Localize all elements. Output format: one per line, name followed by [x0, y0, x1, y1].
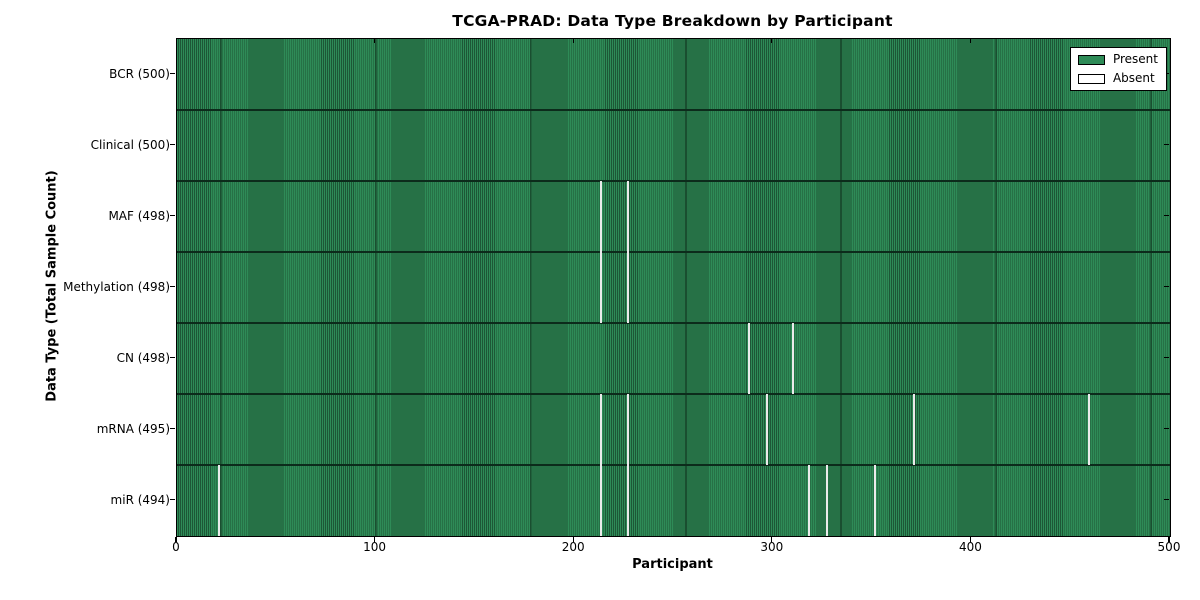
x-tick-mark-bottom-0 [175, 536, 177, 542]
absent-line-maf-p213 [599, 181, 602, 252]
y-tick-mark-right-maf [1164, 214, 1169, 217]
row-separator [177, 464, 1170, 466]
row-separator [177, 251, 1170, 253]
legend-absent-swatch [1077, 73, 1105, 84]
moire-band [220, 39, 222, 536]
legend-present-swatch [1077, 54, 1105, 65]
x-tick-label-300: 300 [760, 540, 784, 554]
legend: Present Absent [1069, 47, 1167, 91]
absent-line-mir-p21 [218, 465, 221, 536]
x-tick-mark-bottom-500 [1168, 536, 1170, 542]
legend-item-present: Present [1077, 52, 1158, 66]
x-tick-mark-bottom-100 [373, 536, 376, 542]
x-tick-label-400: 400 [958, 540, 982, 554]
y-tick-mark-right-clinical [1164, 143, 1169, 146]
legend-present-label: Present [1112, 52, 1158, 66]
absent-line-mrna-p213 [599, 394, 602, 465]
legend-absent-label: Absent [1112, 71, 1155, 85]
y-tick-mark-left-methylation [169, 285, 175, 288]
row-separator [177, 180, 1170, 182]
y-tick-mark-right-methylation [1164, 285, 1169, 288]
x-tick-label-200: 200 [561, 540, 585, 554]
absent-line-mir-p227 [627, 465, 630, 536]
row-label-mir: miR (494) [110, 492, 170, 507]
x-tick-label-500: 500 [1157, 540, 1181, 554]
x-tick-label-0: 0 [172, 540, 180, 554]
absent-line-mir-p318 [808, 465, 811, 536]
y-tick-mark-left-maf [169, 214, 175, 217]
x-tick-mark-top-400 [969, 38, 972, 43]
x-tick-mark-top-300 [771, 38, 773, 43]
row-label-cn: CN (498) [116, 350, 170, 365]
absent-line-mrna-p371 [913, 394, 916, 465]
x-tick-label-100: 100 [363, 540, 387, 554]
x-tick-mark-bottom-200 [572, 536, 574, 542]
absent-line-cn-p310 [792, 323, 795, 394]
absent-line-mir-p351 [873, 465, 876, 536]
y-tick-mark-right-cn [1164, 356, 1169, 359]
absent-line-methylation-p227 [627, 252, 630, 323]
absent-line-mrna-p297 [766, 394, 769, 465]
legend-item-absent: Absent [1077, 71, 1158, 85]
moire-band [375, 39, 377, 536]
absent-line-mir-p213 [599, 465, 602, 536]
row-separator [177, 393, 1170, 395]
absent-line-mir-p327 [825, 465, 828, 536]
y-tick-mark-left-mir [169, 498, 175, 501]
absent-line-mrna-p459 [1088, 394, 1091, 465]
absent-line-methylation-p213 [599, 252, 602, 323]
moire-band [995, 39, 997, 536]
absent-line-mrna-p227 [627, 394, 630, 465]
moire-band [530, 39, 532, 536]
row-label-bcr: BCR (500) [109, 66, 170, 81]
moire-band [685, 39, 687, 536]
row-label-clinical: Clinical (500) [90, 137, 170, 152]
row-label-mrna: mRNA (495) [96, 421, 170, 436]
x-tick-mark-top-200 [572, 38, 574, 43]
absent-line-maf-p227 [627, 181, 630, 252]
y-tick-mark-right-mir [1164, 498, 1169, 501]
moire-band [840, 39, 842, 536]
row-label-maf: MAF (498) [108, 208, 170, 223]
y-tick-mark-left-clinical [169, 143, 175, 146]
x-tick-mark-bottom-300 [771, 536, 773, 542]
x-axis-label: Participant [632, 557, 713, 572]
x-tick-mark-top-100 [373, 38, 376, 43]
x-tick-mark-bottom-400 [969, 536, 972, 542]
y-tick-mark-left-mrna [169, 427, 175, 430]
row-separator [177, 322, 1170, 324]
y-tick-mark-left-cn [169, 356, 175, 359]
row-label-methylation: Methylation (498) [63, 279, 170, 294]
moire-band [1150, 39, 1152, 536]
y-tick-mark-left-bcr [169, 72, 175, 75]
plot-area: Present Absent [176, 38, 1171, 537]
absent-line-cn-p288 [748, 323, 751, 394]
chart-title: TCGA-PRAD: Data Type Breakdown by Partic… [452, 12, 893, 30]
row-separator [177, 109, 1170, 111]
y-tick-mark-right-mrna [1164, 427, 1169, 430]
